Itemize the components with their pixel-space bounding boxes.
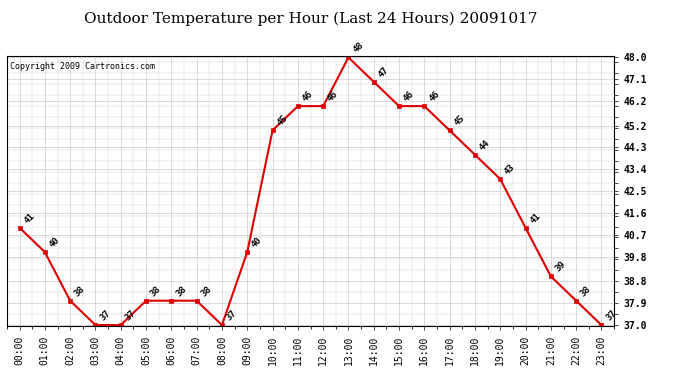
Text: 47: 47 [377,65,391,79]
Text: 37: 37 [225,308,239,322]
Text: 41: 41 [529,211,542,225]
Text: 46: 46 [326,89,340,104]
Text: 44: 44 [477,138,492,152]
Text: 37: 37 [604,308,618,322]
Text: 38: 38 [579,284,593,298]
Text: 48: 48 [351,41,365,55]
Text: 40: 40 [250,236,264,249]
Text: Copyright 2009 Cartronics.com: Copyright 2009 Cartronics.com [10,62,155,70]
Text: 46: 46 [427,89,441,104]
Text: 38: 38 [73,284,87,298]
Text: 41: 41 [22,211,37,225]
Text: 37: 37 [98,308,112,322]
Text: 43: 43 [503,162,517,176]
Text: 38: 38 [199,284,213,298]
Text: Outdoor Temperature per Hour (Last 24 Hours) 20091017: Outdoor Temperature per Hour (Last 24 Ho… [83,11,538,26]
Text: 46: 46 [402,89,416,104]
Text: 37: 37 [124,308,137,322]
Text: 38: 38 [174,284,188,298]
Text: 45: 45 [453,114,466,128]
Text: 46: 46 [301,89,315,104]
Text: 40: 40 [48,236,61,249]
Text: 39: 39 [553,260,568,274]
Text: 38: 38 [149,284,163,298]
Text: 45: 45 [275,114,289,128]
